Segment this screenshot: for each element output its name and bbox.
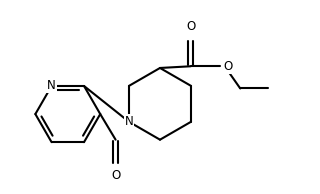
Text: N: N bbox=[47, 80, 56, 93]
Text: N: N bbox=[124, 115, 133, 128]
Text: O: O bbox=[186, 20, 195, 33]
Text: O: O bbox=[111, 169, 120, 182]
Text: O: O bbox=[224, 60, 233, 73]
